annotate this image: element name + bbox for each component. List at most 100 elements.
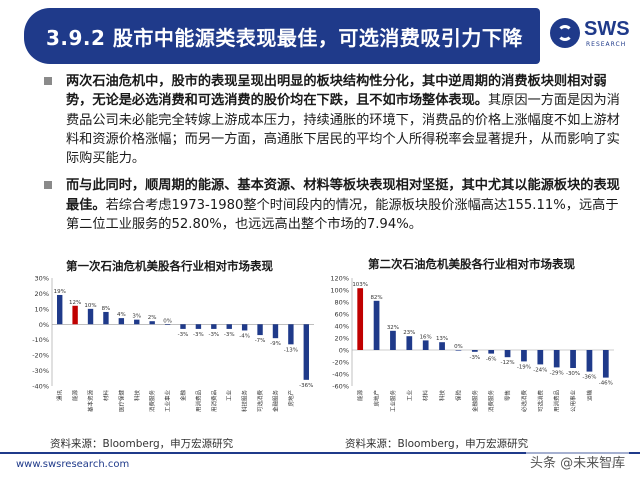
data-label: 2% xyxy=(148,315,157,321)
y-tick-label: 80% xyxy=(335,299,349,307)
category-label: 房地产 xyxy=(373,390,381,407)
bar xyxy=(103,311,109,325)
bar xyxy=(537,350,544,365)
data-label: -46% xyxy=(599,381,613,387)
chart-2-source: 资料来源：Bloomberg，申万宏源研究 xyxy=(345,438,529,450)
bar xyxy=(602,350,609,378)
category-label: 金融 xyxy=(179,390,187,402)
chart-2-bar-chart: 120% 100% 80% 60% 40% 20% 0% -20% -40% -60% 103% 能源… xyxy=(330,275,614,412)
data-label: 0% xyxy=(163,318,172,324)
bar xyxy=(272,324,279,339)
data-label: -3% xyxy=(469,355,480,361)
bullet-text: 若综合考虑1973-1980整个时间段内的情况，能源板块股价涨幅高达155.11… xyxy=(66,197,619,233)
bar xyxy=(57,294,63,325)
bullet-square-icon xyxy=(44,181,52,190)
category-label: 能源 xyxy=(356,390,364,402)
category-label: 工业服务 xyxy=(389,390,397,412)
data-label: -12% xyxy=(500,360,514,366)
bar xyxy=(164,324,171,325)
data-label: -3% xyxy=(224,332,235,338)
category-label: 科技 xyxy=(438,390,446,402)
chart-1-title: 第一次石油危机美股各行业相对市场表现 xyxy=(66,259,273,273)
logo-subtext: RESEARCH xyxy=(586,41,627,48)
data-label: -4% xyxy=(239,333,250,339)
y-tick-label: 10% xyxy=(35,305,49,313)
bar xyxy=(422,340,429,350)
bar xyxy=(488,350,495,354)
data-label: 0% xyxy=(454,344,463,350)
data-label: -29% xyxy=(550,370,564,376)
category-label: 房地产 xyxy=(287,390,295,407)
bullet-bold-text: 两次石油危机中，股市的表现呈现出明显的板块结构性分化，其中逆周期的消费板块则相对… xyxy=(66,74,607,109)
y-tick-label: -20% xyxy=(332,359,349,367)
category-label: 可选消费 xyxy=(256,390,264,412)
y-tick-label: 0% xyxy=(39,321,49,329)
bar xyxy=(303,324,309,380)
bar xyxy=(87,308,94,325)
category-label: 消费服务 xyxy=(148,390,156,412)
category-label: 工业事业 xyxy=(164,390,172,412)
data-label: 32% xyxy=(387,325,399,331)
logo-text: SWS xyxy=(584,18,630,40)
bar xyxy=(373,300,380,350)
bar xyxy=(180,324,186,329)
category-label: 通讯 xyxy=(56,390,64,402)
category-label: 零售 xyxy=(504,390,512,401)
bar xyxy=(406,336,413,350)
data-label: 13% xyxy=(436,336,448,342)
bar xyxy=(211,324,217,329)
data-label: 3% xyxy=(132,314,141,320)
bar xyxy=(570,350,576,368)
bullet-item-1: 两次石油危机中，股市的表现呈现出明显的板块结构性分化，其中逆周期的消费板块则相对… xyxy=(42,72,622,168)
bar xyxy=(134,319,140,325)
bullet-bold-text: 而与此同时，顺周期的能源、基本资源、材料等板块表现相对坚挺，其中尤其以能源板块的… xyxy=(66,178,620,213)
bar xyxy=(390,330,396,350)
category-label: 材料 xyxy=(422,390,430,402)
y-tick-label: 20% xyxy=(35,290,49,298)
data-label: -7% xyxy=(255,338,266,344)
data-label: -3% xyxy=(193,332,204,338)
category-label: 科技 xyxy=(133,390,141,402)
category-label: 非耐用消费品 xyxy=(210,390,218,412)
bullet-square-icon xyxy=(44,77,52,85)
data-label: 12% xyxy=(69,300,81,306)
bar xyxy=(72,305,78,325)
sws-logo: SWS RESEARCH xyxy=(548,10,636,58)
title-bar: 3.9.2 股市中能源类表现最佳，可选消费吸引力下降 xyxy=(24,8,540,64)
bar xyxy=(288,324,294,345)
data-label: -6% xyxy=(486,357,497,363)
category-label: 金融服务 xyxy=(271,390,279,412)
data-label: 8% xyxy=(102,306,111,312)
chart-2-title: 第二次石油危机美股各行业相对市场表现 xyxy=(368,257,575,271)
bar xyxy=(241,324,248,331)
data-label: 82% xyxy=(370,295,382,301)
category-label: 耐用消费品 xyxy=(553,390,561,412)
y-tick-label: -40% xyxy=(32,383,49,391)
category-label: 材料 xyxy=(102,390,110,402)
y-tick-label: 20% xyxy=(335,335,349,343)
y-tick-label: -10% xyxy=(32,336,49,344)
y-tick-label: -20% xyxy=(32,352,49,360)
data-label: -3% xyxy=(178,332,189,338)
data-label: 23% xyxy=(403,330,415,336)
category-label: 必选消费 xyxy=(520,390,528,412)
bullet-text: 其原因一方面是因为消费品公司未必能完全转嫁上游成本压力，持续通胀的环境下，消费品… xyxy=(66,93,620,167)
footer-divider xyxy=(0,452,640,454)
category-label: 工业 xyxy=(225,390,233,402)
category-label: 医疗保健 xyxy=(117,390,125,412)
y-tick-label: 30% xyxy=(35,275,49,283)
data-label: 4% xyxy=(117,312,126,318)
y-tick-label: -30% xyxy=(32,367,49,375)
data-label: 10% xyxy=(84,303,96,309)
bar xyxy=(471,350,478,352)
bar xyxy=(118,318,125,325)
bar xyxy=(586,350,593,372)
footer-url[interactable]: www.swsresearch.com xyxy=(16,459,130,470)
bar xyxy=(455,350,462,351)
category-label: 运输 xyxy=(585,390,593,402)
category-label: 工业 xyxy=(405,390,413,402)
category-label: 公用事业 xyxy=(569,390,577,412)
chart-1-source: 资料来源：Bloomberg，申万宏源研究 xyxy=(50,438,234,450)
bar xyxy=(195,324,202,329)
logo-mark-icon xyxy=(550,18,580,48)
